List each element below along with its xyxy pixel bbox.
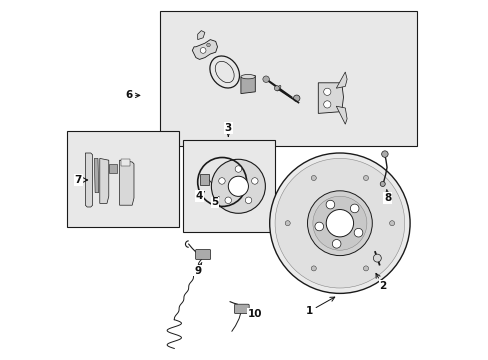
Circle shape (380, 181, 385, 186)
Circle shape (307, 191, 371, 256)
Polygon shape (85, 153, 92, 207)
FancyBboxPatch shape (195, 249, 210, 260)
Circle shape (224, 197, 231, 203)
Text: 6: 6 (125, 90, 140, 100)
Ellipse shape (276, 85, 280, 91)
Circle shape (293, 95, 299, 102)
Circle shape (245, 197, 251, 203)
Circle shape (263, 76, 269, 82)
Circle shape (275, 158, 404, 288)
Circle shape (353, 228, 362, 237)
Bar (200, 174, 208, 185)
Text: 1: 1 (305, 297, 334, 316)
Circle shape (269, 153, 409, 293)
Ellipse shape (209, 56, 239, 88)
FancyBboxPatch shape (234, 304, 249, 314)
Circle shape (200, 48, 205, 53)
Circle shape (332, 239, 340, 248)
Circle shape (381, 151, 387, 157)
Circle shape (218, 178, 225, 184)
Circle shape (285, 221, 289, 226)
Circle shape (373, 254, 381, 262)
Ellipse shape (215, 61, 234, 83)
Polygon shape (100, 158, 108, 203)
Circle shape (211, 159, 265, 213)
Polygon shape (241, 76, 255, 94)
Circle shape (274, 86, 279, 91)
Polygon shape (94, 158, 99, 193)
Circle shape (311, 175, 316, 180)
Text: 4: 4 (195, 191, 204, 201)
Polygon shape (120, 160, 134, 205)
Circle shape (228, 176, 248, 197)
Polygon shape (336, 72, 346, 88)
Circle shape (325, 200, 334, 209)
Bar (160, 11, 416, 146)
Circle shape (323, 88, 330, 95)
Bar (183, 140, 275, 232)
Text: 9: 9 (194, 262, 202, 276)
Text: 2: 2 (375, 273, 386, 291)
Circle shape (251, 178, 258, 184)
Text: 8: 8 (384, 189, 390, 203)
Polygon shape (192, 40, 217, 59)
Circle shape (312, 196, 366, 250)
Circle shape (323, 101, 330, 108)
Circle shape (206, 43, 210, 47)
Polygon shape (318, 83, 343, 113)
Ellipse shape (241, 75, 255, 79)
Bar (121, 159, 130, 166)
Circle shape (389, 221, 394, 226)
Text: 7: 7 (74, 175, 87, 185)
Circle shape (363, 266, 368, 271)
Polygon shape (336, 106, 346, 124)
Polygon shape (197, 31, 204, 40)
Bar (67, 131, 179, 227)
Circle shape (363, 175, 368, 180)
Circle shape (314, 222, 323, 231)
Text: 5: 5 (211, 197, 219, 207)
Bar (108, 164, 117, 173)
Circle shape (325, 210, 353, 237)
Circle shape (311, 266, 316, 271)
Text: 10: 10 (247, 309, 262, 319)
Circle shape (349, 204, 358, 213)
Text: 3: 3 (224, 123, 231, 136)
Circle shape (235, 166, 241, 172)
